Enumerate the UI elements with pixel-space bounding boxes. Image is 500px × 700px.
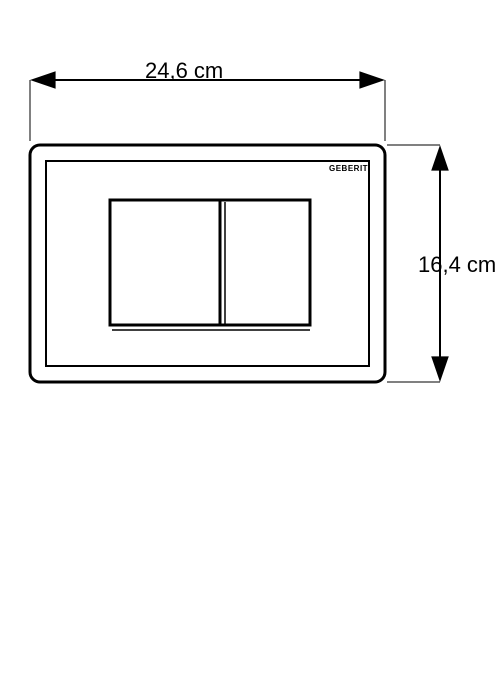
flush-plate-inner [46, 161, 369, 366]
brand-label: GEBERIT [329, 164, 368, 173]
flush-plate-outer [30, 145, 385, 382]
dimension-drawing [0, 0, 500, 700]
height-dimension-label: 16,4 cm [418, 252, 496, 278]
width-dimension-label: 24,6 cm [145, 58, 223, 84]
flush-buttons [110, 200, 310, 330]
